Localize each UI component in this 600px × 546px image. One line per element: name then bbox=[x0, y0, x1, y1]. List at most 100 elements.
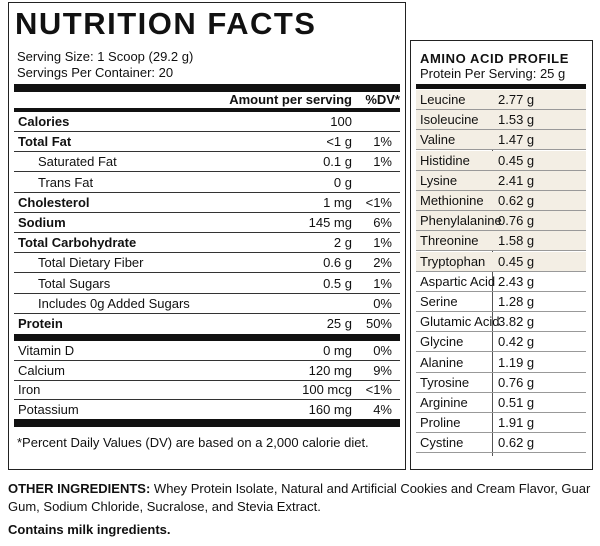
amino-name: Arginine bbox=[420, 395, 468, 410]
amount: <1 g bbox=[326, 134, 352, 150]
amino-amount: 0.45 g bbox=[498, 253, 535, 269]
nutrient-name: Potassium bbox=[18, 401, 79, 417]
nutrient-name: Total Dietary Fiber bbox=[38, 255, 144, 271]
amount: 0 g bbox=[333, 174, 352, 190]
nutrient-name: Calcium bbox=[18, 362, 65, 378]
amino-row: Tyrosine 0.76 g bbox=[416, 373, 586, 393]
amount: 2 g bbox=[333, 235, 352, 251]
amino-amount: 1.28 g bbox=[498, 294, 535, 309]
nutrient-name: Calories bbox=[18, 114, 70, 129]
amino-name: Lysine bbox=[420, 172, 458, 188]
amino-name: Cystine bbox=[420, 435, 464, 451]
amino-row: Methionine 0.62 g bbox=[416, 191, 586, 211]
amino-amount: 1.47 g bbox=[498, 132, 535, 148]
amino-amount: 0.51 g bbox=[498, 395, 535, 410]
daily-value: <1% bbox=[365, 382, 392, 398]
amino-name: Threonine bbox=[420, 233, 479, 249]
nutrient-name: Includes 0g Added Sugars bbox=[38, 295, 190, 311]
amino-row: Serine 1.28 g bbox=[416, 292, 586, 312]
daily-value: 4% bbox=[373, 401, 392, 417]
amino-amount: 0.42 g bbox=[498, 334, 535, 350]
daily-value: 0% bbox=[373, 343, 392, 358]
amino-row: Arginine 0.51 g bbox=[416, 393, 586, 413]
nutrition-row: Saturated Fat 0.1 g 1% bbox=[14, 152, 400, 173]
amino-name: Serine bbox=[420, 294, 458, 309]
nutrient-name: Protein bbox=[18, 316, 63, 331]
nutrient-name: Iron bbox=[18, 382, 41, 398]
daily-value: 1% bbox=[373, 275, 392, 291]
amount: 0.5 g bbox=[323, 275, 352, 291]
daily-value: 1% bbox=[373, 235, 392, 251]
amount: 0.1 g bbox=[323, 154, 352, 170]
daily-value: 1% bbox=[373, 134, 392, 150]
nutrition-row: Includes 0g Added Sugars 0% bbox=[14, 294, 400, 314]
amino-amount: 2.41 g bbox=[498, 172, 535, 188]
amino-amount: 0.62 g bbox=[498, 193, 535, 208]
amount: 1 mg bbox=[323, 194, 352, 210]
thick-rule bbox=[14, 419, 400, 427]
amount: 120 mg bbox=[308, 362, 352, 378]
serving-size: Serving Size: 1 Scoop (29.2 g) bbox=[17, 49, 194, 64]
amino-row: Valine 1.47 g bbox=[416, 130, 586, 151]
thick-rule bbox=[416, 84, 586, 89]
amino-row: Leucine 2.77 g bbox=[416, 90, 586, 110]
amino-row: Threonine 1.58 g bbox=[416, 231, 586, 252]
amino-name: Phenylalanine bbox=[420, 213, 502, 229]
daily-value: 9% bbox=[373, 362, 392, 378]
amino-amount: 1.91 g bbox=[498, 415, 535, 431]
nutrition-row: Potassium 160 mg 4% bbox=[14, 400, 400, 420]
amino-row: Phenylalanine 0.76 g bbox=[416, 211, 586, 232]
thick-rule bbox=[14, 84, 400, 92]
amino-subtitle: Protein Per Serving: 25 g bbox=[420, 66, 566, 81]
amino-row: Alanine 1.19 g bbox=[416, 353, 586, 373]
nutrient-name: Vitamin D bbox=[18, 343, 75, 358]
amount: 0 mg bbox=[323, 343, 352, 358]
amount: 100 mcg bbox=[302, 382, 352, 398]
nutrient-name: Trans Fat bbox=[38, 174, 94, 190]
nutrient-name: Total Carbohydrate bbox=[18, 235, 137, 251]
header-amount: Amount per serving bbox=[229, 92, 352, 107]
nutrition-title: NUTRITION FACTS bbox=[15, 6, 317, 41]
ingredients-text: Whey Protein Isolate, Natural and Artifi… bbox=[8, 481, 591, 514]
nutrition-row: Protein 25 g 50% bbox=[14, 314, 400, 334]
amino-row: Glycine 0.42 g bbox=[416, 332, 586, 353]
daily-value: 2% bbox=[373, 255, 392, 271]
daily-value: 0% bbox=[373, 295, 392, 311]
servings: Servings Per Container: 20 bbox=[17, 65, 174, 80]
nutrient-name: Total Fat bbox=[18, 134, 72, 150]
amino-row: Histidine 0.45 g bbox=[416, 150, 586, 171]
amino-row: Glutamic Acid 3.82 g bbox=[416, 312, 586, 333]
amino-name: Tryptophan bbox=[420, 253, 486, 269]
daily-value: 6% bbox=[373, 215, 392, 230]
nutrition-row: Vitamin D 0 mg 0% bbox=[14, 341, 400, 361]
amount: 25 g bbox=[326, 316, 352, 331]
amino-amount: 0.45 g bbox=[498, 152, 535, 168]
nutrition-row: Total Fat <1 g 1% bbox=[14, 132, 400, 153]
nutrition-row: Calories 100 bbox=[14, 112, 400, 132]
amino-amount: 0.76 g bbox=[498, 374, 535, 390]
amino-name: Histidine bbox=[420, 152, 470, 168]
amino-name: Aspartic Acid bbox=[420, 273, 496, 289]
nutrient-name: Saturated Fat bbox=[38, 154, 117, 170]
nutrition-row: Total Carbohydrate 2 g 1% bbox=[14, 233, 400, 254]
amino-amount: 1.19 g bbox=[498, 354, 535, 370]
amino-name: Glutamic Acid bbox=[420, 314, 500, 330]
nutrient-name: Sodium bbox=[18, 215, 66, 230]
amino-row: Tryptophan 0.45 g bbox=[416, 251, 586, 272]
ingredients: OTHER INGREDIENTS: Whey Protein Isolate,… bbox=[8, 480, 598, 516]
thick-rule bbox=[14, 334, 400, 341]
amino-panel bbox=[410, 40, 593, 470]
nutrient-name: Cholesterol bbox=[18, 194, 90, 210]
nutrition-row: Total Sugars 0.5 g 1% bbox=[14, 274, 400, 294]
amino-row: Aspartic Acid 2.43 g bbox=[416, 272, 586, 292]
amino-amount: 1.58 g bbox=[498, 233, 535, 249]
amino-amount: 0.76 g bbox=[498, 213, 535, 229]
amino-row: Cystine 0.62 g bbox=[416, 433, 586, 454]
allergen: Contains milk ingredients. bbox=[8, 522, 171, 537]
amino-row: Lysine 2.41 g bbox=[416, 170, 586, 191]
daily-value: <1% bbox=[365, 194, 392, 210]
ingredients-label: OTHER INGREDIENTS: bbox=[8, 481, 151, 496]
header-dv: %DV* bbox=[365, 92, 400, 107]
amount: 100 bbox=[330, 114, 352, 129]
